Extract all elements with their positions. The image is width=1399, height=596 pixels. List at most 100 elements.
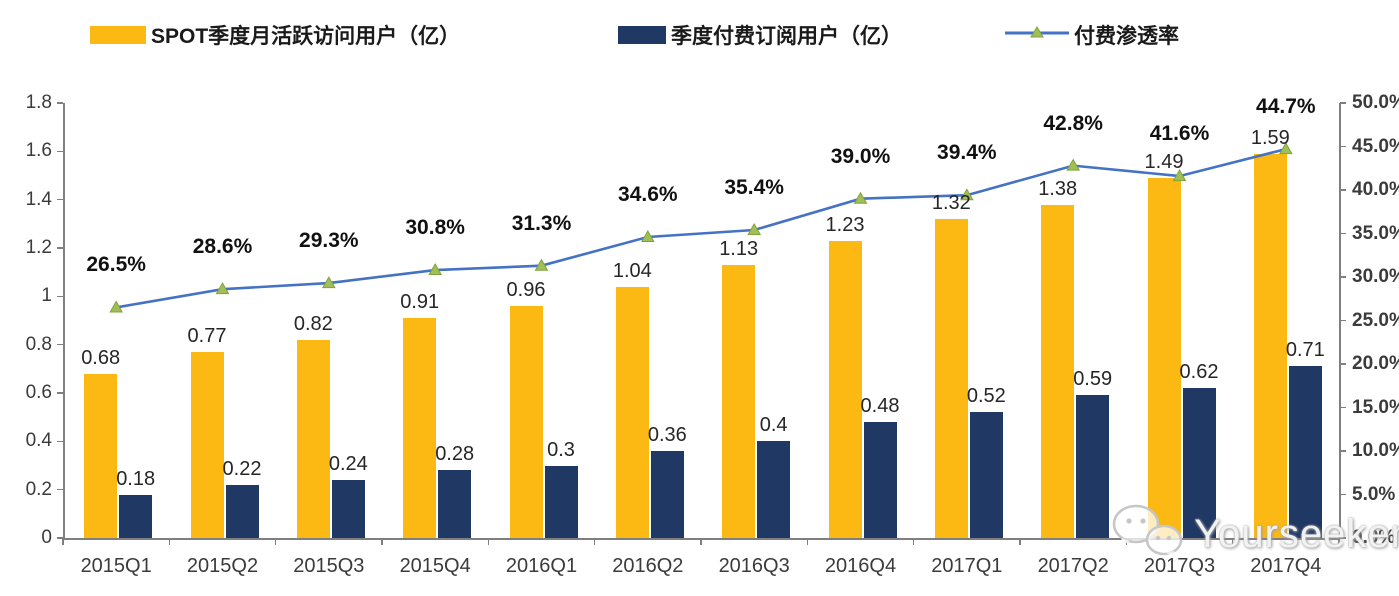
mau-legend-swatch (90, 26, 146, 44)
legend-item-subscribers: 季度付费订阅用户（亿） (618, 20, 902, 50)
x-tick-label: 2016Q1 (505, 555, 578, 577)
subscribers-value-label: 0.52 (966, 385, 1006, 408)
x-axis-tick (1019, 538, 1021, 545)
line-marker (853, 191, 868, 204)
line-point-label: 39.0% (830, 144, 891, 168)
y-tick-label-right: 10.0% (1352, 440, 1399, 461)
bar-subscribers (863, 422, 897, 538)
bar-subscribers (757, 441, 791, 538)
bar-subscribers (1076, 395, 1110, 538)
subscribers-value-label: 0.36 (647, 424, 687, 446)
x-axis-tick (700, 538, 702, 545)
bar-mau (190, 351, 224, 538)
bar-mau (403, 318, 437, 538)
right-axis-tick (1340, 145, 1346, 148)
mau-value-label: 1.59 (1250, 126, 1290, 149)
right-axis-tick (1340, 406, 1346, 409)
subscribers-value-label: 0.4 (759, 414, 788, 437)
line-marker (215, 282, 230, 295)
x-axis-tick (274, 538, 277, 545)
left-axis-tick (57, 295, 63, 298)
mau-value-label: 0.77 (187, 324, 227, 347)
x-axis-tick (593, 538, 596, 545)
x-tick-label: 2016Q3 (718, 555, 790, 577)
right-axis-line (1339, 103, 1341, 539)
y-tick-label-left: 0 (41, 527, 52, 548)
line-marker (640, 229, 655, 242)
bar-mau (1147, 177, 1181, 538)
bar-subscribers (438, 470, 472, 538)
mau-value-label: 1.04 (612, 259, 652, 282)
legend-item-penetration: 付费渗透率 (1005, 20, 1179, 50)
left-axis-tick (57, 198, 63, 201)
right-axis-tick (1340, 493, 1346, 496)
y-tick-label-right: 45.0% (1352, 135, 1399, 157)
penetration-line-swatch (1005, 23, 1069, 48)
y-tick-label-left: 1.6 (25, 140, 52, 162)
y-tick-label-right: 5.0% (1352, 483, 1396, 505)
line-point-label: 34.6% (618, 182, 678, 206)
subscribers-value-label: 0.3 (547, 438, 575, 461)
left-axis-tick (57, 440, 63, 443)
line-marker (534, 258, 549, 271)
bar-subscribers (225, 484, 259, 538)
x-axis-tick (1338, 538, 1340, 545)
y-tick-label-left: 0.4 (25, 430, 52, 452)
right-axis-tick (1340, 232, 1346, 235)
right-axis-tick (1340, 363, 1346, 365)
line-point-label: 35.4% (724, 176, 784, 200)
line-point-label: 26.5% (86, 253, 146, 277)
right-axis-tick (1340, 537, 1346, 539)
mau-value-label: 1.49 (1144, 150, 1184, 173)
line-marker (321, 276, 336, 289)
subscribers-value-label: 0.71 (1285, 339, 1325, 362)
watermark-text: Yourseeker (1194, 512, 1399, 556)
y-tick-label-left: 1 (41, 285, 52, 307)
left-axis-tick (57, 537, 63, 539)
subscribers-value-label: 0.59 (1073, 368, 1113, 391)
mau-value-label: 0.68 (81, 346, 121, 369)
line-point-label: 41.6% (1149, 122, 1210, 146)
right-axis-tick (1340, 102, 1346, 104)
subscribers-value-label: 0.28 (435, 443, 475, 466)
bar-mau (828, 240, 862, 538)
y-tick-label-right: 30.0% (1352, 266, 1399, 287)
y-tick-label-left: 0.2 (25, 478, 52, 500)
subscribers-value-label: 0.22 (222, 457, 262, 480)
x-axis-tick (1231, 538, 1234, 545)
y-tick-label-right: 15.0% (1352, 396, 1399, 418)
y-tick-label-left: 0.6 (25, 382, 52, 403)
line-marker (747, 223, 762, 236)
bar-subscribers (1288, 366, 1322, 538)
line-point-label: 31.3% (511, 211, 572, 235)
wechat-icon (1106, 500, 1188, 569)
subscribers-value-label: 0.48 (860, 395, 900, 417)
mau-value-label: 0.96 (506, 279, 546, 301)
x-tick-label: 2015Q1 (80, 555, 152, 577)
x-tick-label: 2017Q4 (1250, 555, 1322, 577)
bar-mau (722, 264, 756, 538)
line-point-label: 28.6% (192, 235, 253, 259)
x-tick-label: 2017Q2 (1037, 555, 1109, 577)
right-axis-tick (1340, 450, 1346, 452)
x-axis-tick (62, 538, 64, 545)
x-axis-tick (381, 538, 383, 545)
mau-value-label: 1.38 (1038, 177, 1078, 200)
line-point-label: 44.7% (1256, 95, 1316, 119)
mau-value-label: 1.13 (719, 237, 759, 260)
x-axis-tick (168, 538, 171, 545)
x-tick-label: 2017Q3 (1143, 555, 1216, 577)
right-axis-tick (1340, 276, 1346, 278)
line-point-label: 30.8% (405, 216, 465, 240)
y-tick-label-left: 1.2 (25, 237, 52, 258)
x-tick-label: 2016Q4 (824, 555, 897, 577)
y-tick-label-right: 20.0% (1352, 353, 1399, 374)
mau-value-label: 1.23 (825, 213, 865, 236)
x-tick-label: 2016Q2 (612, 555, 684, 577)
right-axis-tick (1340, 319, 1346, 322)
subscribers-value-label: 0.24 (328, 453, 368, 475)
legend-label-mau: SPOT季度月活跃访问用户（亿） (151, 25, 461, 48)
subscribers-value-label: 0.62 (1179, 361, 1219, 384)
right-axis-tick (1340, 189, 1346, 191)
